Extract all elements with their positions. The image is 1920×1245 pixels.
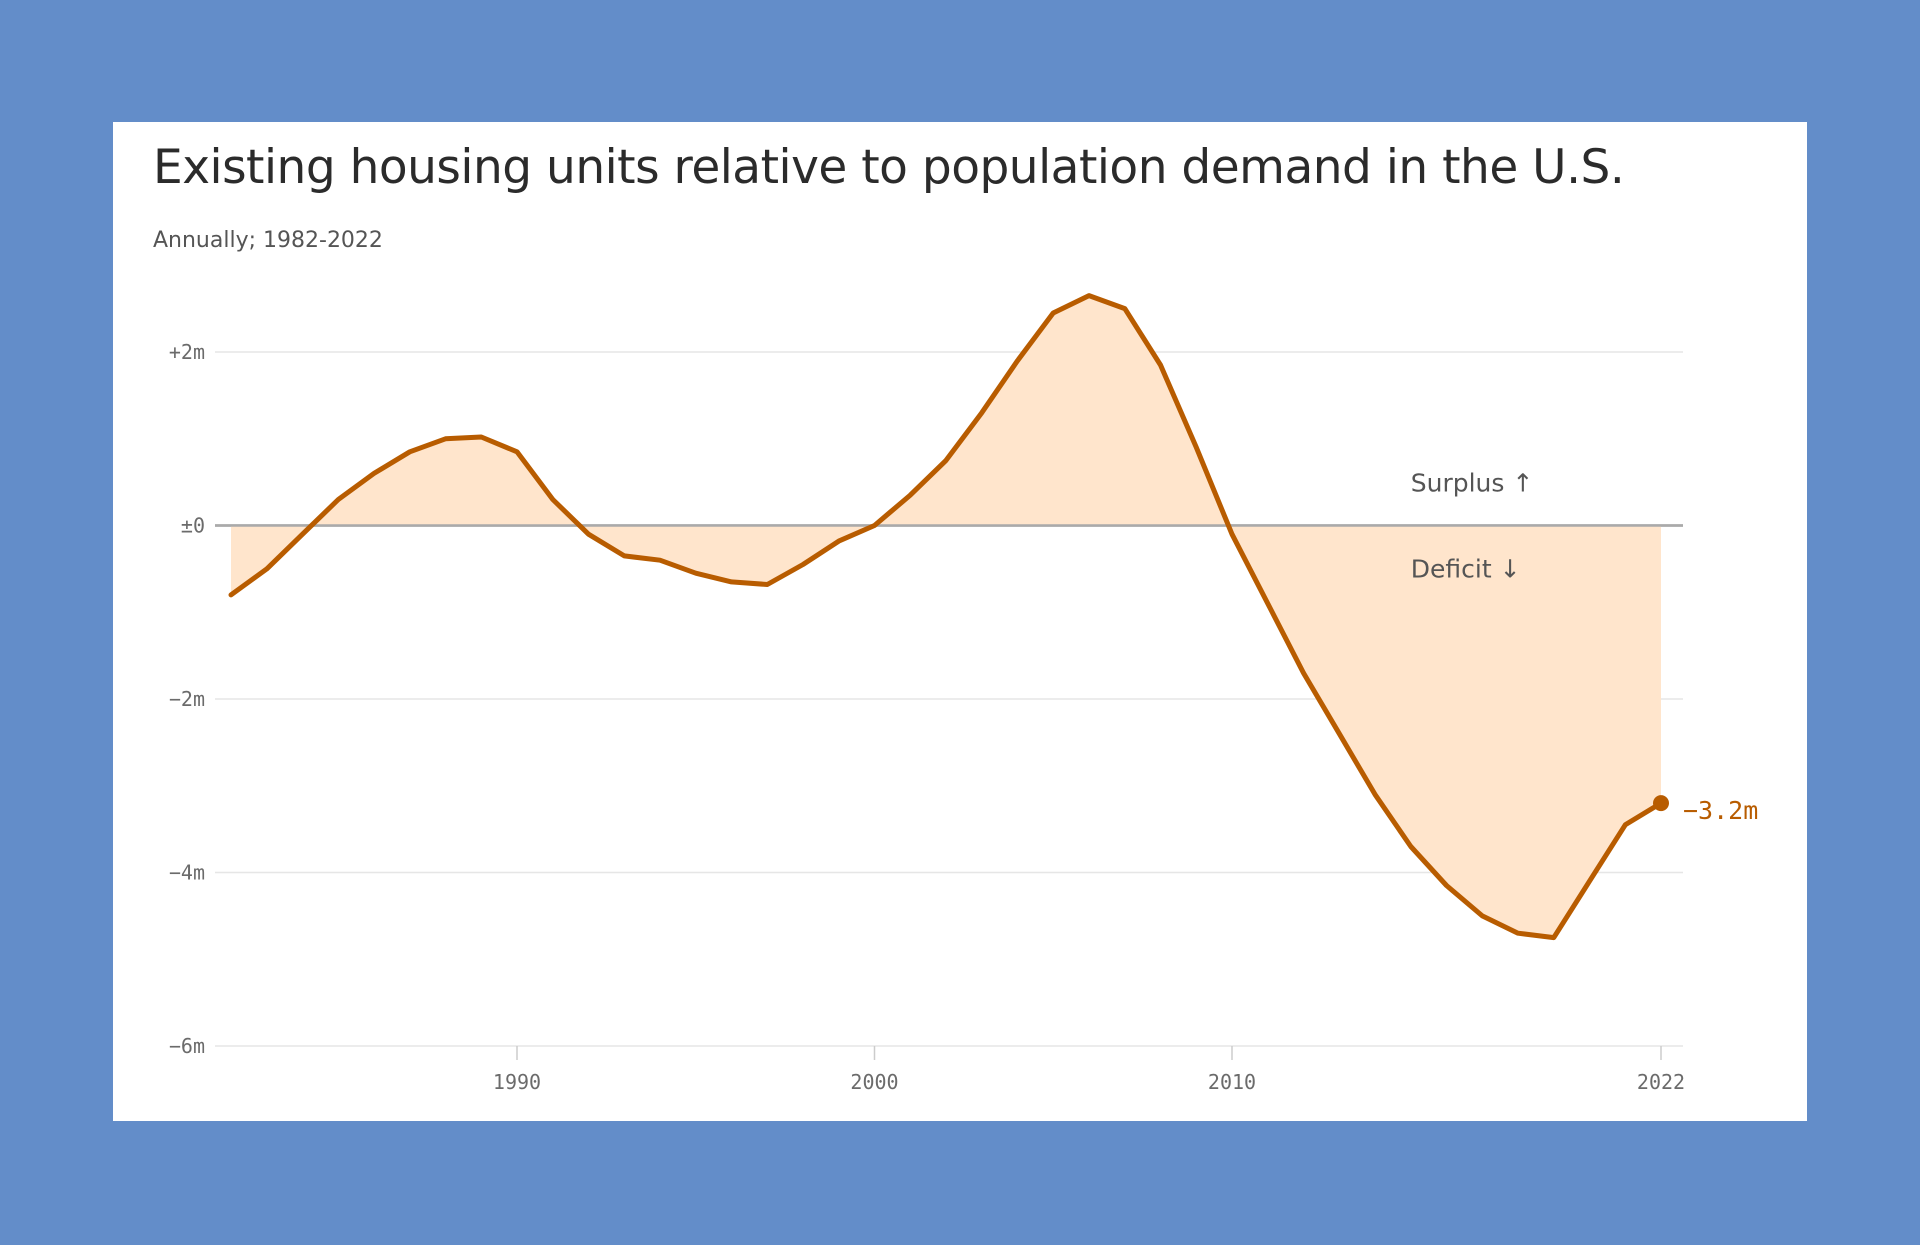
chart-plot: +2m ±0 −2m −4m −6m 1990 2000 2010 2022 Surplus …: [169, 293, 1758, 1094]
x-tick-label: 2010: [1208, 1070, 1256, 1094]
surplus-label: Surplus ↑: [1411, 469, 1534, 498]
y-tick-label: +2m: [169, 340, 205, 364]
series-area: [231, 295, 1661, 938]
end-point-marker: [1653, 795, 1669, 812]
y-tick-label: −2m: [169, 687, 205, 711]
x-axis: 1990 2000 2010 2022: [493, 1046, 1685, 1094]
series-line: [228, 293, 1664, 941]
y-tick-label: −6m: [169, 1034, 205, 1058]
end-value-label: −3.2m: [1683, 796, 1758, 825]
chart-title: Existing housing units relative to popul…: [153, 140, 1625, 195]
x-tick-label: 2000: [850, 1070, 898, 1094]
line-layer: [228, 293, 1664, 941]
chart-card: Existing housing units relative to popul…: [113, 122, 1807, 1121]
y-axis: +2m ±0 −2m −4m −6m: [169, 340, 205, 1058]
area-layer: [215, 295, 1683, 938]
x-tick-label: 1990: [493, 1070, 541, 1094]
y-tick-label: ±0: [181, 514, 205, 538]
chart-subtitle: Annually; 1982-2022: [153, 228, 383, 253]
deficit-label: Deficit ↓: [1411, 555, 1521, 584]
y-tick-label: −4m: [169, 861, 205, 885]
x-tick-label: 2022: [1637, 1070, 1685, 1094]
